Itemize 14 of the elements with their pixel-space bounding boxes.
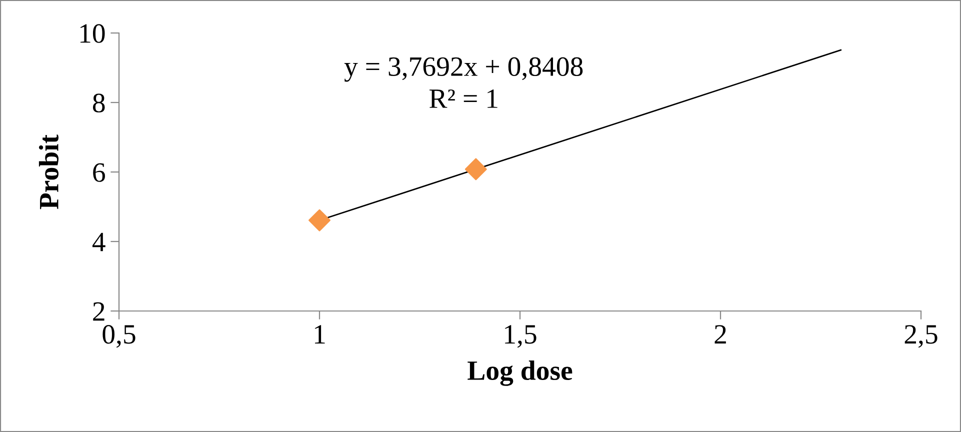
y-axis-title: Probit — [38, 134, 58, 210]
y-tick-label: 8 — [92, 94, 105, 112]
y-tick-label: 6 — [93, 163, 105, 182]
y-tick-label: 2 — [93, 302, 104, 321]
x-tick-label: 1,5 — [505, 325, 536, 348]
x-axis-title: Log dose — [468, 360, 572, 386]
y-tick-label: 4 — [92, 232, 106, 252]
y-tick-label: 10 — [80, 24, 105, 43]
annotation: R² = 1 — [430, 89, 498, 108]
x-tick-label: 2 — [714, 325, 726, 344]
x-tick-label: 1 — [315, 325, 325, 344]
x-tick-label: 0,5 — [102, 324, 136, 348]
x-tick-label: 2,5 — [904, 325, 938, 348]
annotation: y = 3,7692x + 0,8408 — [344, 57, 583, 82]
